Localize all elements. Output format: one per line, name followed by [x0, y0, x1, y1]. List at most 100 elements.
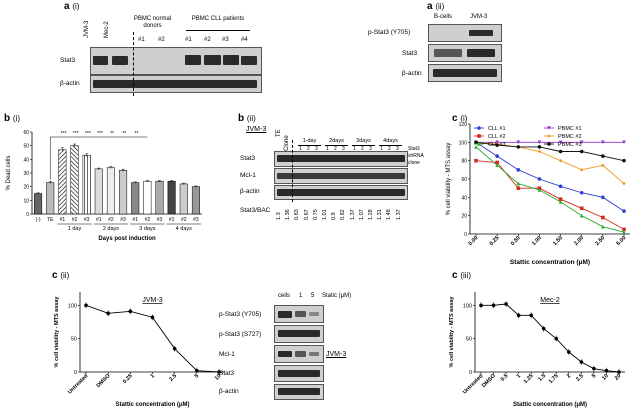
ratio-value: 0.9	[331, 212, 338, 220]
x-tick-label: 5	[194, 373, 200, 379]
bar	[119, 170, 128, 215]
x-tick-label: 1.50	[552, 235, 564, 247]
static-unit: Static (μM)	[322, 293, 352, 299]
band	[469, 30, 493, 36]
data-point	[474, 158, 478, 163]
data-point	[554, 336, 559, 341]
lane-cll-3: #3	[222, 37, 229, 43]
day-group-label: 3days	[356, 138, 371, 144]
data-point	[622, 230, 626, 234]
data-point	[579, 206, 584, 211]
x-tick-label: DMSO	[481, 373, 497, 389]
significance-mark: **	[122, 131, 126, 137]
panel-letter: a	[427, 1, 433, 12]
blot-beta-actin	[274, 384, 324, 400]
band	[278, 330, 320, 337]
x-tick-label: 20	[614, 373, 623, 382]
x-axis-title: Stattic concentration (μM)	[115, 402, 189, 408]
data-point	[579, 140, 584, 145]
x-tick-label: 2	[566, 373, 572, 379]
x-tick-label: 10	[601, 373, 610, 382]
lane-te: TE	[276, 129, 282, 137]
significance-mark: **	[110, 131, 114, 137]
ratio-value: 1.3	[276, 212, 282, 220]
ratio-value: 1.48	[386, 209, 393, 220]
y-tick-label: 120	[459, 122, 468, 128]
bar	[191, 186, 200, 215]
y-tick-label: 0	[469, 370, 472, 376]
blot-beta-actin	[90, 75, 262, 93]
data-point	[537, 186, 542, 190]
data-point	[541, 326, 546, 331]
clone-num: 3	[396, 146, 399, 152]
lane-cll-4: #4	[241, 37, 248, 43]
band	[467, 49, 495, 57]
band	[223, 55, 239, 65]
x-tick-label: #3	[84, 217, 90, 223]
row-pstat3-y705: p-Stat3 (Y705)	[219, 311, 262, 318]
data-point	[495, 163, 499, 168]
x-tick-label: 5	[591, 373, 597, 379]
x-tick-label: 0.5	[500, 373, 510, 383]
y-tick-label: 60	[461, 177, 467, 183]
blot-stat3	[274, 151, 408, 167]
y-axis-title: % cell viability - MTS assay	[446, 143, 452, 216]
blot-pstat3-s727	[274, 325, 324, 343]
group-label: 3 days	[139, 226, 155, 232]
panel-letter: c	[452, 270, 458, 281]
clone-num: 2	[361, 146, 364, 152]
data-point	[558, 140, 563, 145]
x-tick-label: 0.00	[468, 235, 480, 247]
data-point	[601, 163, 605, 168]
data-point	[579, 190, 584, 195]
series-line	[475, 146, 625, 233]
chart-title: Mec-2	[540, 297, 560, 304]
data-point	[128, 309, 133, 314]
clone-num: 1	[353, 146, 356, 152]
day-group-bracket	[325, 145, 348, 146]
clone-num: 2	[388, 146, 391, 152]
data-point	[516, 313, 521, 318]
x-tick-label: #3	[120, 217, 126, 223]
clone-num: 3	[342, 146, 345, 152]
x-tick-label: 1.00	[531, 235, 543, 247]
panel-sub: (i)	[460, 114, 468, 123]
clone-num: 3	[315, 146, 318, 152]
data-point	[479, 303, 483, 308]
x-tick-label: (-)	[36, 217, 41, 223]
data-point	[579, 213, 584, 218]
lane-jvm3: JVM-3	[84, 20, 90, 38]
data-point	[474, 140, 478, 145]
row-stat3: Stat3	[402, 50, 418, 57]
x-tick-label: DMSO	[96, 373, 112, 389]
x-tick-label: #1	[132, 217, 138, 223]
lane-cells: cells	[278, 293, 291, 299]
chart-c-ii: 0 50 100 Untreated DMSO 0.25 1 2.5 5 10 % cell via…	[54, 292, 225, 408]
panel-a-ii-title: a (ii)	[427, 1, 444, 12]
x-tick-label: 5.00	[616, 235, 628, 247]
clone-num: 1	[299, 146, 302, 152]
cell-line-label: JVM-3	[326, 351, 347, 358]
data-point	[622, 227, 626, 232]
ratio-value: 1.36	[285, 209, 292, 220]
ratio-value: 1.01	[322, 209, 328, 220]
group-normal-donors: PBMC normal donors	[133, 16, 172, 29]
data-point	[195, 368, 199, 373]
group-cll-bracket	[186, 30, 250, 31]
x-tick-label: #1	[60, 217, 66, 223]
data-point	[495, 143, 499, 147]
x-axis-title: Stattic concentration (μM)	[510, 259, 590, 266]
bar	[179, 183, 188, 215]
panel-b-ii-title: b (ii)	[238, 113, 256, 124]
shrna-clone-label: Stat3 shRNA clone	[408, 146, 424, 166]
x-tick-label: 2.50	[594, 235, 606, 247]
lane-clone: Clone	[284, 135, 290, 151]
ratio-value: 0.67	[303, 209, 310, 220]
panel-letter: c	[452, 113, 458, 124]
lane-mec2: Mec-2	[104, 21, 110, 38]
divider	[133, 32, 134, 96]
data-point	[592, 366, 596, 371]
row-mcl1: Mcl-1	[240, 172, 256, 179]
x-tick-label: 2.5	[575, 373, 585, 383]
row-stat3: Stat3	[240, 155, 256, 162]
